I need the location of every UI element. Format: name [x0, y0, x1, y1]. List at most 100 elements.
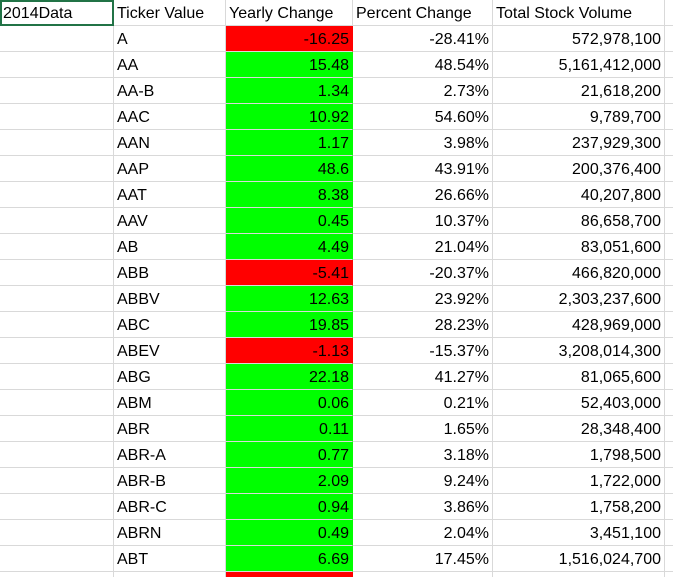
- empty-cell[interactable]: [0, 520, 114, 546]
- percent-change-cell[interactable]: 17.45%: [353, 546, 493, 572]
- total-stock-volume-cell[interactable]: 9,789,700: [493, 104, 665, 130]
- percent-change-cell[interactable]: 1.65%: [353, 416, 493, 442]
- yearly-change-cell[interactable]: -5.41: [226, 260, 353, 286]
- total-stock-volume-cell[interactable]: 28,348,400: [493, 416, 665, 442]
- percent-change-cell[interactable]: 2.04%: [353, 520, 493, 546]
- total-stock-volume-cell[interactable]: 86,658,700: [493, 208, 665, 234]
- ticker-cell[interactable]: [114, 572, 226, 577]
- header-ticker-value[interactable]: Ticker Value: [114, 0, 226, 26]
- yearly-change-cell[interactable]: 0.77: [226, 442, 353, 468]
- ticker-cell[interactable]: ABG: [114, 364, 226, 390]
- empty-cell[interactable]: [665, 364, 673, 390]
- ticker-cell[interactable]: AB: [114, 234, 226, 260]
- total-stock-volume-cell[interactable]: 1,516,024,700: [493, 546, 665, 572]
- percent-change-cell[interactable]: 26.66%: [353, 182, 493, 208]
- percent-change-cell[interactable]: 0.21%: [353, 390, 493, 416]
- empty-cell[interactable]: [665, 572, 673, 577]
- yearly-change-cell[interactable]: 1.34: [226, 78, 353, 104]
- empty-cell[interactable]: [665, 468, 673, 494]
- ticker-cell[interactable]: AAT: [114, 182, 226, 208]
- total-stock-volume-cell[interactable]: 81,065,600: [493, 364, 665, 390]
- empty-cell[interactable]: [665, 546, 673, 572]
- empty-cell[interactable]: [665, 130, 673, 156]
- sheet-title-cell[interactable]: 2014Data: [0, 0, 114, 26]
- ticker-cell[interactable]: ABT: [114, 546, 226, 572]
- empty-cell[interactable]: [0, 260, 114, 286]
- total-stock-volume-cell[interactable]: 200,376,400: [493, 156, 665, 182]
- total-stock-volume-cell[interactable]: 1,758,200: [493, 494, 665, 520]
- total-stock-volume-cell[interactable]: 83,051,600: [493, 234, 665, 260]
- empty-cell[interactable]: [665, 182, 673, 208]
- empty-cell[interactable]: [665, 208, 673, 234]
- total-stock-volume-cell[interactable]: 3,451,100: [493, 520, 665, 546]
- empty-cell[interactable]: [665, 78, 673, 104]
- empty-cell[interactable]: [665, 52, 673, 78]
- yearly-change-cell[interactable]: 12.63: [226, 286, 353, 312]
- ticker-cell[interactable]: AA: [114, 52, 226, 78]
- ticker-cell[interactable]: AAN: [114, 130, 226, 156]
- empty-cell[interactable]: [0, 156, 114, 182]
- empty-cell[interactable]: [665, 286, 673, 312]
- empty-cell[interactable]: [665, 338, 673, 364]
- percent-change-cell[interactable]: 23.92%: [353, 286, 493, 312]
- yearly-change-cell[interactable]: 4.49: [226, 234, 353, 260]
- total-stock-volume-cell[interactable]: 428,969,000: [493, 312, 665, 338]
- empty-cell[interactable]: [0, 364, 114, 390]
- percent-change-cell[interactable]: 3.98%: [353, 130, 493, 156]
- empty-cell[interactable]: [665, 260, 673, 286]
- ticker-cell[interactable]: ABR-C: [114, 494, 226, 520]
- ticker-cell[interactable]: AA-B: [114, 78, 226, 104]
- yearly-change-cell[interactable]: 48.6: [226, 156, 353, 182]
- total-stock-volume-cell[interactable]: 52,403,000: [493, 390, 665, 416]
- ticker-cell[interactable]: AAV: [114, 208, 226, 234]
- yearly-change-cell[interactable]: -16.25: [226, 26, 353, 52]
- empty-cell[interactable]: [0, 390, 114, 416]
- total-stock-volume-cell[interactable]: [493, 572, 665, 577]
- yearly-change-cell[interactable]: 1.17: [226, 130, 353, 156]
- total-stock-volume-cell[interactable]: 40,207,800: [493, 182, 665, 208]
- yearly-change-cell[interactable]: -1.13: [226, 338, 353, 364]
- total-stock-volume-cell[interactable]: 5,161,412,000: [493, 52, 665, 78]
- empty-cell[interactable]: [665, 312, 673, 338]
- empty-cell[interactable]: [0, 468, 114, 494]
- ticker-cell[interactable]: ABRN: [114, 520, 226, 546]
- percent-change-cell[interactable]: 43.91%: [353, 156, 493, 182]
- percent-change-cell[interactable]: 28.23%: [353, 312, 493, 338]
- ticker-cell[interactable]: AAP: [114, 156, 226, 182]
- ticker-cell[interactable]: ABR-A: [114, 442, 226, 468]
- total-stock-volume-cell[interactable]: 466,820,000: [493, 260, 665, 286]
- yearly-change-cell[interactable]: 22.18: [226, 364, 353, 390]
- total-stock-volume-cell[interactable]: 2,303,237,600: [493, 286, 665, 312]
- yearly-change-cell[interactable]: 2.09: [226, 468, 353, 494]
- empty-cell[interactable]: [0, 338, 114, 364]
- total-stock-volume-cell[interactable]: 237,929,300: [493, 130, 665, 156]
- percent-change-cell[interactable]: 3.18%: [353, 442, 493, 468]
- header-yearly-change[interactable]: Yearly Change: [226, 0, 353, 26]
- empty-cell[interactable]: [0, 208, 114, 234]
- yearly-change-cell[interactable]: 0.49: [226, 520, 353, 546]
- empty-cell[interactable]: [0, 182, 114, 208]
- ticker-cell[interactable]: AAC: [114, 104, 226, 130]
- yearly-change-cell[interactable]: 8.38: [226, 182, 353, 208]
- empty-cell[interactable]: [0, 546, 114, 572]
- yearly-change-cell[interactable]: 15.48: [226, 52, 353, 78]
- yearly-change-cell[interactable]: 10.92: [226, 104, 353, 130]
- empty-cell[interactable]: [0, 234, 114, 260]
- percent-change-cell[interactable]: 48.54%: [353, 52, 493, 78]
- empty-cell[interactable]: [0, 104, 114, 130]
- total-stock-volume-cell[interactable]: 1,722,000: [493, 468, 665, 494]
- percent-change-cell[interactable]: 2.73%: [353, 78, 493, 104]
- empty-cell[interactable]: [0, 572, 114, 577]
- empty-cell[interactable]: [665, 156, 673, 182]
- empty-cell[interactable]: [0, 416, 114, 442]
- empty-cell[interactable]: [665, 234, 673, 260]
- empty-cell[interactable]: [665, 442, 673, 468]
- header-total-stock-volume[interactable]: Total Stock Volume: [493, 0, 665, 26]
- total-stock-volume-cell[interactable]: 21,618,200: [493, 78, 665, 104]
- empty-cell[interactable]: [665, 416, 673, 442]
- empty-cell[interactable]: [665, 494, 673, 520]
- ticker-cell[interactable]: A: [114, 26, 226, 52]
- ticker-cell[interactable]: ABC: [114, 312, 226, 338]
- yearly-change-cell[interactable]: 0.06: [226, 390, 353, 416]
- empty-cell[interactable]: [0, 286, 114, 312]
